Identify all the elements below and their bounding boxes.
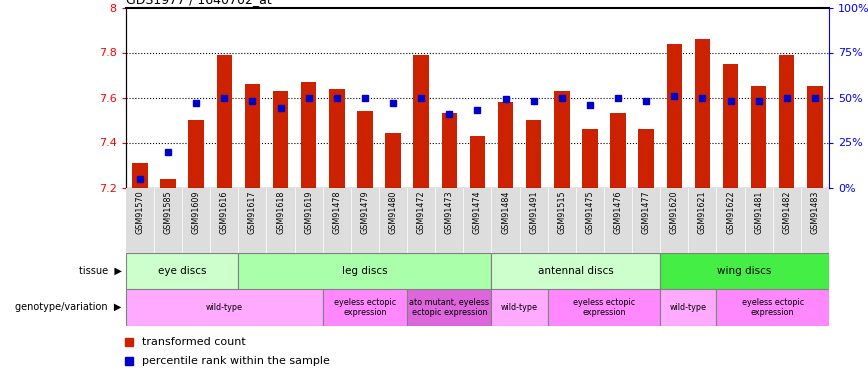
Text: GSM91476: GSM91476 xyxy=(614,191,622,234)
Bar xyxy=(661,289,716,326)
Text: GSM91477: GSM91477 xyxy=(641,191,651,234)
Bar xyxy=(807,86,823,188)
Text: GSM91616: GSM91616 xyxy=(220,191,229,234)
Text: GSM91484: GSM91484 xyxy=(501,191,510,234)
Bar xyxy=(610,113,626,188)
Text: GSM91617: GSM91617 xyxy=(248,191,257,234)
Text: GSM91621: GSM91621 xyxy=(698,191,707,234)
Bar xyxy=(779,55,794,188)
Bar xyxy=(442,113,457,188)
Bar xyxy=(638,129,654,188)
Bar xyxy=(751,86,766,188)
Bar xyxy=(239,253,491,289)
Text: GSM91622: GSM91622 xyxy=(726,191,735,234)
Bar xyxy=(491,253,661,289)
Bar xyxy=(329,88,345,188)
Bar xyxy=(491,289,548,326)
Text: GSM91515: GSM91515 xyxy=(557,191,566,234)
Bar xyxy=(245,84,260,188)
Text: GSM91609: GSM91609 xyxy=(192,191,201,234)
Text: GDS1977 / 1640702_at: GDS1977 / 1640702_at xyxy=(126,0,272,6)
Bar xyxy=(126,289,323,326)
Bar xyxy=(582,129,598,188)
Text: GSM91619: GSM91619 xyxy=(304,191,313,234)
Bar xyxy=(407,289,491,326)
Bar xyxy=(301,82,317,188)
Text: transformed count: transformed count xyxy=(141,337,246,347)
Bar xyxy=(667,44,682,188)
Bar xyxy=(132,163,148,188)
Text: GSM91618: GSM91618 xyxy=(276,191,285,234)
Text: wild-type: wild-type xyxy=(501,303,538,312)
Text: GSM91479: GSM91479 xyxy=(360,191,370,234)
Bar xyxy=(661,253,829,289)
Text: GSM91570: GSM91570 xyxy=(135,191,144,234)
Text: GSM91620: GSM91620 xyxy=(670,191,679,234)
Text: wing discs: wing discs xyxy=(717,266,772,276)
Text: GSM91480: GSM91480 xyxy=(389,191,398,234)
Bar xyxy=(716,289,829,326)
Bar xyxy=(554,91,569,188)
Text: eyeless ectopic
expression: eyeless ectopic expression xyxy=(573,298,635,317)
Text: leg discs: leg discs xyxy=(342,266,388,276)
Bar xyxy=(188,120,204,188)
Bar xyxy=(273,91,288,188)
Bar xyxy=(126,253,239,289)
Bar xyxy=(357,111,372,188)
Text: GSM91473: GSM91473 xyxy=(444,191,454,234)
Bar xyxy=(526,120,542,188)
Text: antennal discs: antennal discs xyxy=(538,266,614,276)
Text: GSM91585: GSM91585 xyxy=(163,191,173,234)
Bar xyxy=(723,64,739,188)
Text: eyeless ectopic
expression: eyeless ectopic expression xyxy=(741,298,804,317)
Text: wild-type: wild-type xyxy=(206,303,243,312)
Text: GSM91475: GSM91475 xyxy=(585,191,595,234)
Text: genotype/variation  ▶: genotype/variation ▶ xyxy=(15,303,122,312)
Bar xyxy=(694,39,710,188)
Text: GSM91482: GSM91482 xyxy=(782,191,792,234)
Bar xyxy=(161,178,176,188)
Bar xyxy=(413,55,429,188)
Text: GSM91483: GSM91483 xyxy=(811,191,819,234)
Text: GSM91478: GSM91478 xyxy=(332,191,341,234)
Text: ato mutant, eyeless
ectopic expression: ato mutant, eyeless ectopic expression xyxy=(410,298,490,317)
Text: GSM91481: GSM91481 xyxy=(754,191,763,234)
Text: eyeless ectopic
expression: eyeless ectopic expression xyxy=(334,298,396,317)
Text: percentile rank within the sample: percentile rank within the sample xyxy=(141,356,330,366)
Bar xyxy=(216,55,232,188)
Text: eye discs: eye discs xyxy=(158,266,207,276)
Bar xyxy=(548,289,661,326)
Bar xyxy=(497,102,513,188)
Bar xyxy=(470,136,485,188)
Text: GSM91474: GSM91474 xyxy=(473,191,482,234)
Text: GSM91472: GSM91472 xyxy=(417,191,425,234)
Text: tissue  ▶: tissue ▶ xyxy=(79,266,122,276)
Bar xyxy=(323,289,407,326)
Text: GSM91491: GSM91491 xyxy=(529,191,538,234)
Bar xyxy=(385,134,401,188)
Text: wild-type: wild-type xyxy=(670,303,707,312)
